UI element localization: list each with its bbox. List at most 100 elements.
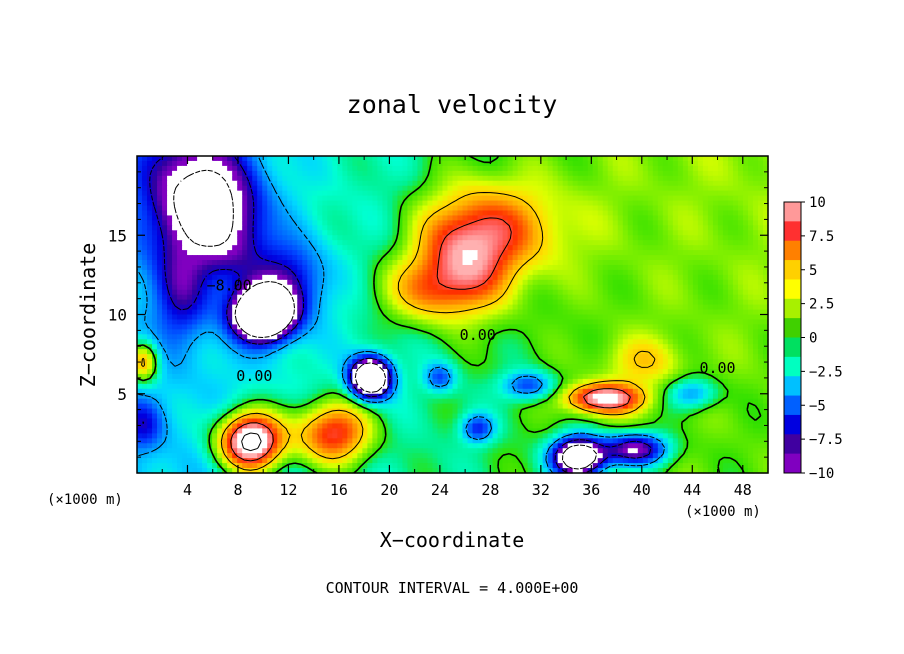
heatmap-cell xyxy=(172,195,178,202)
heatmap-cell xyxy=(377,250,383,256)
heatmap-cell xyxy=(762,165,769,172)
heatmap-cell xyxy=(297,220,303,226)
heatmap-cell xyxy=(317,220,323,226)
heatmap-cell xyxy=(157,279,163,286)
heatmap-cell xyxy=(617,260,624,266)
heatmap-cell xyxy=(667,195,674,202)
heatmap-cell xyxy=(257,309,263,316)
heatmap-cell xyxy=(667,200,674,207)
heatmap-cell xyxy=(207,319,213,325)
heatmap-cell xyxy=(467,279,474,286)
heatmap-cell xyxy=(272,235,278,241)
heatmap-cell xyxy=(222,215,228,221)
heatmap-cell xyxy=(407,299,414,306)
heatmap-cell xyxy=(237,220,243,226)
heatmap-cell xyxy=(227,156,233,162)
heatmap-cell xyxy=(732,230,739,236)
heatmap-cell xyxy=(357,279,363,286)
heatmap-cell xyxy=(257,205,263,212)
heatmap-cell xyxy=(467,255,474,261)
heatmap-cell xyxy=(507,175,514,182)
heatmap-cell xyxy=(507,339,514,345)
heatmap-cell xyxy=(597,245,604,251)
heatmap-cell xyxy=(212,289,218,296)
heatmap-cell xyxy=(272,200,278,207)
heatmap-cell xyxy=(627,324,634,330)
heatmap-cell xyxy=(642,274,649,281)
heatmap-cell xyxy=(582,294,589,301)
heatmap-cell xyxy=(682,190,689,197)
heatmap-cell xyxy=(182,210,188,217)
heatmap-cell xyxy=(257,314,263,321)
heatmap-cell xyxy=(482,304,489,311)
heatmap-cell xyxy=(752,269,759,276)
heatmap-cell xyxy=(442,269,449,276)
heatmap-cell xyxy=(192,210,198,217)
heatmap-cell xyxy=(152,156,158,162)
heatmap-cell xyxy=(492,255,499,261)
heatmap-cell xyxy=(287,245,293,251)
heatmap-cell xyxy=(357,329,363,335)
heatmap-cell xyxy=(552,200,559,207)
heatmap-cell xyxy=(467,339,474,345)
heatmap-cell xyxy=(492,170,499,177)
heatmap-cell xyxy=(282,215,288,221)
heatmap-cell xyxy=(762,175,769,182)
heatmap-cell xyxy=(347,349,353,355)
heatmap-cell xyxy=(582,309,589,316)
heatmap-cell xyxy=(392,309,399,316)
heatmap-cell xyxy=(702,230,709,236)
heatmap-cell xyxy=(722,329,729,335)
heatmap-cell xyxy=(552,195,559,202)
heatmap-cell xyxy=(157,156,163,162)
heatmap-cell xyxy=(737,304,744,311)
heatmap-cell xyxy=(447,269,454,276)
heatmap-cell xyxy=(462,175,469,182)
heatmap-cell xyxy=(742,319,749,325)
heatmap-cell xyxy=(557,190,564,197)
heatmap-cell xyxy=(722,324,729,330)
heatmap-cell xyxy=(497,264,504,271)
heatmap-cell xyxy=(667,299,674,306)
heatmap-cell xyxy=(542,274,549,281)
heatmap-cell xyxy=(307,200,313,207)
heatmap-cell xyxy=(527,210,534,217)
heatmap-cell xyxy=(547,230,554,236)
heatmap-cell xyxy=(587,245,594,251)
heatmap-cell xyxy=(437,245,444,251)
heatmap-cell xyxy=(387,334,394,340)
heatmap-cell xyxy=(522,195,529,202)
heatmap-cell xyxy=(532,175,539,182)
heatmap-cell xyxy=(612,156,619,162)
heatmap-cell xyxy=(687,185,694,192)
heatmap-cell xyxy=(627,339,634,345)
heatmap-cell xyxy=(247,294,253,301)
heatmap-cell xyxy=(437,230,444,236)
heatmap-cell xyxy=(657,250,664,256)
heatmap-cell xyxy=(172,319,178,325)
heatmap-cell xyxy=(207,324,213,330)
heatmap-cell xyxy=(727,185,734,192)
heatmap-cell xyxy=(562,264,569,271)
heatmap-cell xyxy=(147,324,153,330)
heatmap-cell xyxy=(687,284,694,291)
heatmap-cell xyxy=(757,309,764,316)
heatmap-cell xyxy=(237,329,243,335)
heatmap-cell xyxy=(477,210,484,217)
heatmap-cell xyxy=(217,255,223,261)
heatmap-cell xyxy=(562,260,569,266)
heatmap-cell xyxy=(637,235,644,241)
heatmap-cell xyxy=(182,260,188,266)
heatmap-cell xyxy=(402,344,409,350)
heatmap-cell xyxy=(222,180,228,187)
heatmap-cell xyxy=(347,165,353,172)
heatmap-cell xyxy=(232,329,238,335)
heatmap-cell xyxy=(217,190,223,197)
heatmap-cell xyxy=(547,175,554,182)
heatmap-cell xyxy=(187,319,193,325)
heatmap-cell xyxy=(272,180,278,187)
heatmap-cell xyxy=(407,156,414,162)
heatmap-cell xyxy=(297,255,303,261)
heatmap-cell xyxy=(232,269,238,276)
heatmap-cell xyxy=(722,304,729,311)
